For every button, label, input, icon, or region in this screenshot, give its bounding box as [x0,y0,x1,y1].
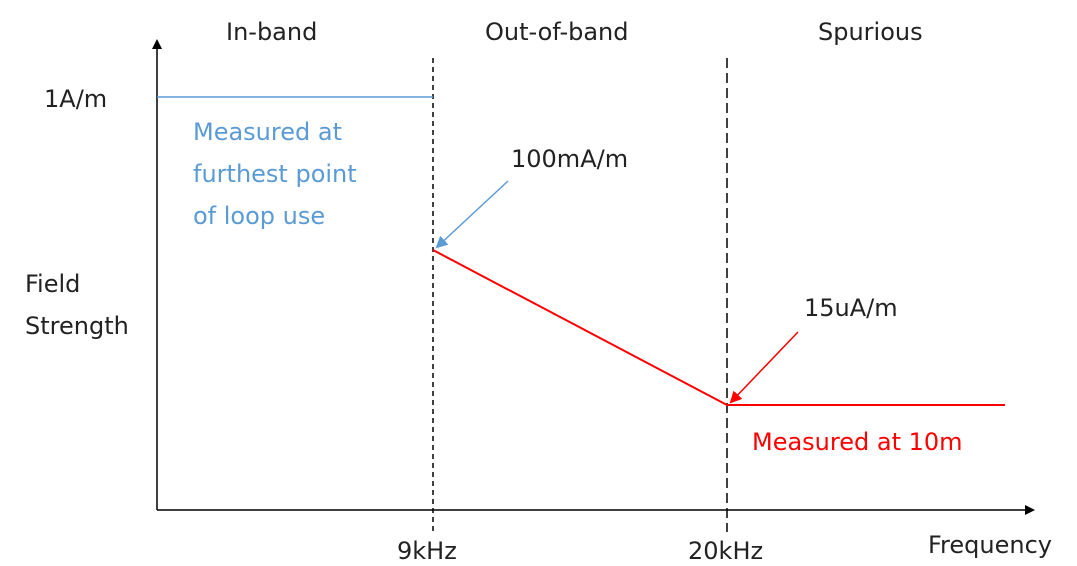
y-tick-label-1A: 1A/m [44,85,108,113]
out-of-band-limit-line [432,249,1005,406]
in-band-note-line-1: Measured at [193,118,342,146]
y-axis-title: Field Strength [25,263,129,347]
arrow-100mA [435,180,509,249]
y-axis-title-line-2: Strength [25,312,129,340]
arrow-15uA [729,331,799,404]
x-axis-title: Frequency [928,531,1052,559]
region-label-spurious: Spurious [818,18,923,46]
region-label-in-band: In-band [226,18,318,46]
annotation-100mA: 100mA/m [511,145,629,173]
x-tick-label-9khz: 9kHz [397,537,457,565]
in-band-note-line-2: furthest point [193,160,357,188]
region-label-out-of-band: Out-of-band [485,18,629,46]
x-tick-label-20khz: 20kHz [688,537,764,565]
annotation-15uA: 15uA/m [804,294,898,322]
in-band-note: Measured at furthest point of loop use [193,111,357,237]
in-band-note-line-3: of loop use [193,202,326,230]
spurious-note: Measured at 10m [752,428,963,456]
y-axis-title-line-1: Field [25,270,81,298]
